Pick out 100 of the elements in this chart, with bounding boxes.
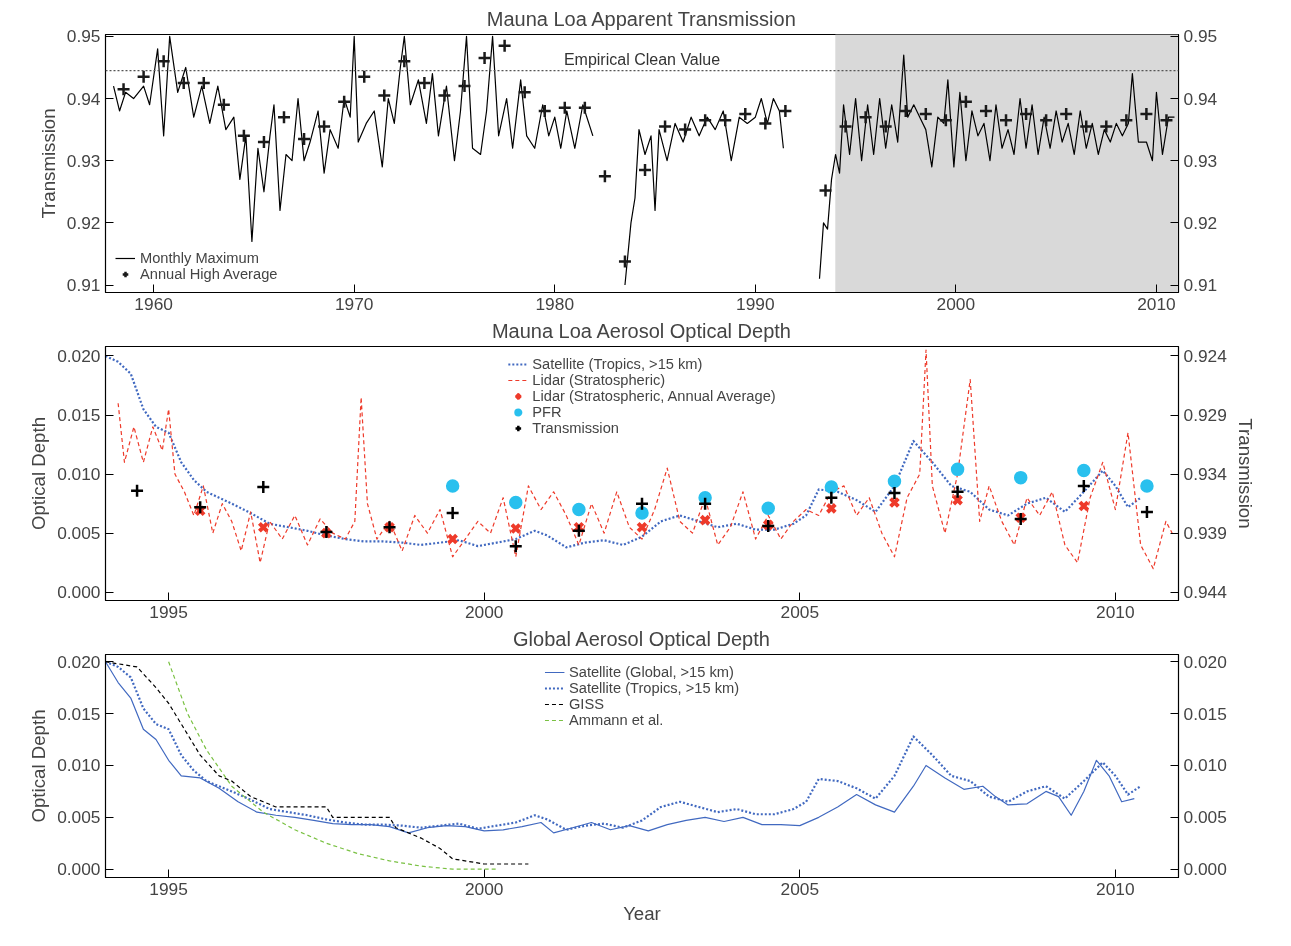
y-tick-label: 0.000 — [57, 859, 101, 880]
point — [196, 75, 212, 91]
point — [1018, 106, 1034, 122]
x-tick-label: 1990 — [736, 293, 775, 314]
point — [557, 100, 573, 116]
y-tick-label: 0.010 — [57, 755, 101, 776]
y2-tick-label: 0.005 — [1183, 807, 1227, 828]
point — [236, 128, 252, 144]
chart-title: Mauna Loa Apparent Transmission — [486, 7, 796, 30]
point — [497, 38, 512, 53]
point — [818, 183, 833, 198]
legend-label: Transmission — [532, 420, 619, 436]
point — [978, 103, 994, 119]
point — [571, 523, 587, 539]
point — [697, 113, 713, 128]
legend-label: GISS — [568, 696, 604, 712]
point — [824, 490, 839, 505]
point — [445, 505, 460, 521]
chart-title: Global Aerosol Optical Depth — [513, 627, 770, 650]
x-axis-title: Year — [623, 902, 661, 924]
point — [824, 480, 839, 494]
point — [888, 496, 901, 509]
legend-label: Satellite (Global, >15 km) — [568, 664, 734, 680]
legend-label: PFR — [532, 404, 562, 420]
point — [156, 53, 171, 69]
point — [918, 106, 934, 122]
legend-label: Satellite (Tropics, >15 km) — [532, 356, 703, 372]
point — [950, 462, 965, 477]
point — [887, 485, 902, 501]
point — [1038, 113, 1054, 128]
line-series — [168, 661, 498, 870]
point — [397, 53, 412, 69]
x-tick-label: 1980 — [535, 293, 575, 314]
point — [635, 506, 649, 520]
x-tick-label: 2005 — [780, 878, 820, 899]
y2-tick-label: 0.929 — [1183, 405, 1227, 426]
point — [838, 119, 853, 134]
point — [445, 479, 460, 493]
y-tick-label: 0.005 — [57, 807, 101, 828]
legend-label: Lidar (Stratospheric, Annual Average) — [532, 388, 776, 404]
legend-label: Annual High Average — [140, 266, 278, 282]
point — [417, 75, 432, 91]
y-tick-label: 0.005 — [57, 523, 101, 544]
point — [446, 533, 459, 545]
point — [1139, 106, 1154, 122]
y-tick-label: 0.020 — [57, 345, 101, 366]
point — [1013, 470, 1028, 485]
chart-title: Mauna Loa Aerosol Optical Depth — [491, 319, 791, 342]
y2-tick-label: 0.000 — [1183, 859, 1227, 880]
point — [276, 109, 292, 125]
point — [887, 474, 902, 488]
point — [572, 502, 586, 517]
y2-tick-label: 0.95 — [1183, 26, 1218, 47]
point — [1159, 113, 1174, 128]
y-tick-label: 0.95 — [66, 26, 101, 47]
point — [637, 162, 653, 178]
point — [537, 103, 552, 119]
legend-label: Monthly Maximum — [140, 250, 259, 266]
y-tick-label: 0.010 — [57, 464, 101, 485]
point — [377, 88, 392, 103]
point — [316, 119, 332, 134]
x-tick-label: 1995 — [149, 878, 188, 899]
point — [577, 100, 593, 116]
point — [699, 514, 712, 527]
y-tick-label: 0.91 — [66, 275, 101, 296]
point — [477, 50, 492, 66]
y2-tick-label: 0.93 — [1183, 150, 1218, 171]
point — [898, 103, 913, 119]
point — [858, 109, 873, 125]
x-tick-label: 2005 — [780, 601, 820, 622]
y2-tick-label: 0.934 — [1183, 464, 1228, 485]
point — [508, 538, 524, 554]
x-tick-label: 2000 — [464, 878, 504, 899]
y2-tick-label: 0.010 — [1183, 755, 1227, 776]
x-tick-label: 2010 — [1137, 293, 1176, 314]
y-tick-label: 0.015 — [57, 703, 101, 724]
point — [296, 131, 312, 147]
point — [1099, 119, 1114, 134]
y2-tick-label: 0.020 — [1183, 651, 1227, 672]
point — [738, 106, 753, 122]
y2-tick-label: 0.91 — [1183, 275, 1218, 296]
x-tick-label: 2010 — [1096, 878, 1135, 899]
point — [256, 134, 272, 150]
y-tick-label: 0.015 — [57, 405, 101, 426]
y-tick-label: 0.92 — [66, 212, 101, 233]
legend-label: Satellite (Tropics, >15 km) — [568, 680, 740, 696]
point — [634, 496, 650, 511]
point — [1058, 106, 1074, 122]
y2-axis-title: Transmission — [1234, 418, 1256, 529]
point — [1119, 113, 1134, 128]
x-tick-label: 1960 — [134, 293, 173, 314]
point — [509, 495, 523, 510]
point — [761, 501, 775, 516]
point — [825, 502, 838, 515]
legend-label: Ammann et al. — [568, 712, 664, 728]
x-tick-label: 2010 — [1096, 601, 1135, 622]
point — [1139, 504, 1155, 520]
x-tick-label: 2000 — [464, 601, 504, 622]
y2-tick-label: 0.939 — [1183, 523, 1227, 544]
y2-tick-label: 0.94 — [1183, 88, 1218, 109]
